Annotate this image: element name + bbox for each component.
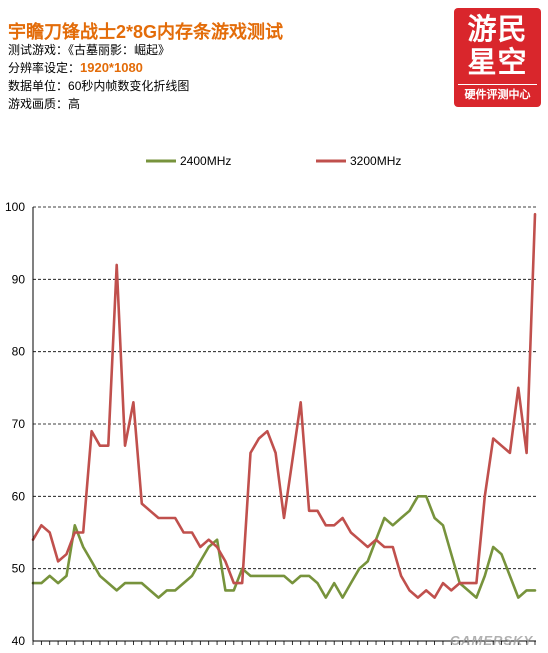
y-tick-label: 80 — [12, 345, 26, 359]
gamersky-logo: 游民 星空 硬件评测中心 — [454, 8, 541, 107]
logo-subtitle: 硬件评测中心 — [458, 84, 537, 102]
logo-text-line2: 星空 — [467, 47, 528, 79]
info-label: 游戏画质： — [8, 97, 69, 111]
gridlines — [33, 206, 536, 570]
axes — [32, 207, 536, 642]
info-block: 测试游戏：《古墓丽影：崛起》 分辨率设定：1920*1080 数据单位：60秒内… — [8, 41, 189, 113]
series-line-3200mhz — [31, 212, 537, 599]
series-group — [31, 212, 537, 599]
info-value: 《古墓丽影：崛起》 — [68, 43, 171, 57]
y-tick-label: 60 — [12, 489, 26, 503]
info-value: 60秒内帧数变化折线图 — [68, 79, 190, 93]
y-tick-label: 90 — [12, 272, 26, 286]
info-value-highlight: 1920*1080 — [80, 60, 143, 75]
info-line-resolution: 分辨率设定：1920*1080 — [8, 59, 189, 77]
legend-label-2400mhz: 2400MHz — [180, 154, 231, 168]
info-line-quality: 游戏画质：高 — [8, 95, 189, 113]
legend-label-3200mhz: 3200MHz — [350, 154, 401, 168]
info-value: 高 — [68, 97, 81, 111]
info-label: 测试游戏： — [8, 43, 69, 57]
info-label: 分辨率设定： — [8, 61, 81, 75]
y-tick-label: 40 — [12, 634, 26, 648]
info-line-game: 测试游戏：《古墓丽影：崛起》 — [8, 41, 189, 59]
series-line-2400mhz — [31, 494, 537, 599]
x-axis-ticks — [32, 641, 536, 645]
y-tick-label: 50 — [12, 562, 26, 576]
info-line-unit: 数据单位：60秒内帧数变化折线图 — [8, 77, 189, 95]
y-tick-label: 70 — [12, 417, 26, 431]
watermark: GAMERSKY — [450, 633, 534, 648]
legend: 2400MHz 3200MHz — [146, 154, 401, 168]
y-tick-label: 100 — [5, 200, 25, 214]
info-label: 数据单位： — [8, 79, 69, 93]
y-axis-ticks: 40 50 60 70 80 90 100 — [5, 200, 25, 648]
logo-text-line1: 游民 — [467, 14, 528, 46]
chart-title: 宇瞻刀锋战士2*8G内存条游戏测试 — [8, 22, 284, 42]
